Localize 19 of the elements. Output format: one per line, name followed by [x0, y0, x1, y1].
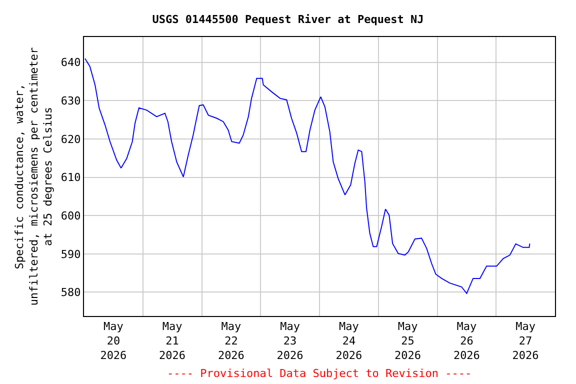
y-axis-title: Specific conductance, water, unfiltered, microsiemens per centimeter at 25 degrees Celsius	[12, 46, 55, 306]
x-tick-label: May 23 2026	[276, 320, 304, 362]
y-tick-label: 640	[60, 56, 81, 70]
x-tick-label: May 25 2026	[394, 320, 422, 362]
x-tick-label: May 21 2026	[159, 320, 186, 362]
text: ---- Provisional Data Subject to Revision ----	[167, 367, 472, 380]
x-tick-label: May 22 2026	[218, 320, 244, 362]
line-series	[84, 58, 530, 294]
x-tick-label: May 26 2026	[453, 320, 480, 362]
y-tick-label: 580	[60, 286, 81, 300]
y-tick-label: 610	[60, 171, 81, 184]
y-tick-label: 590	[60, 248, 81, 261]
x-tick-label: May 27 2026	[512, 320, 539, 362]
x-tick-label: May 24 2026	[336, 320, 362, 362]
chart-title: USGS 01445500 Pequest River at Pequest NJ	[152, 13, 424, 26]
y-tick-label: 630	[60, 94, 81, 108]
x-tick-label: May 20 2026	[100, 320, 127, 362]
y-tick-label: 620	[60, 132, 81, 146]
y-tick-label: 600	[60, 209, 81, 222]
